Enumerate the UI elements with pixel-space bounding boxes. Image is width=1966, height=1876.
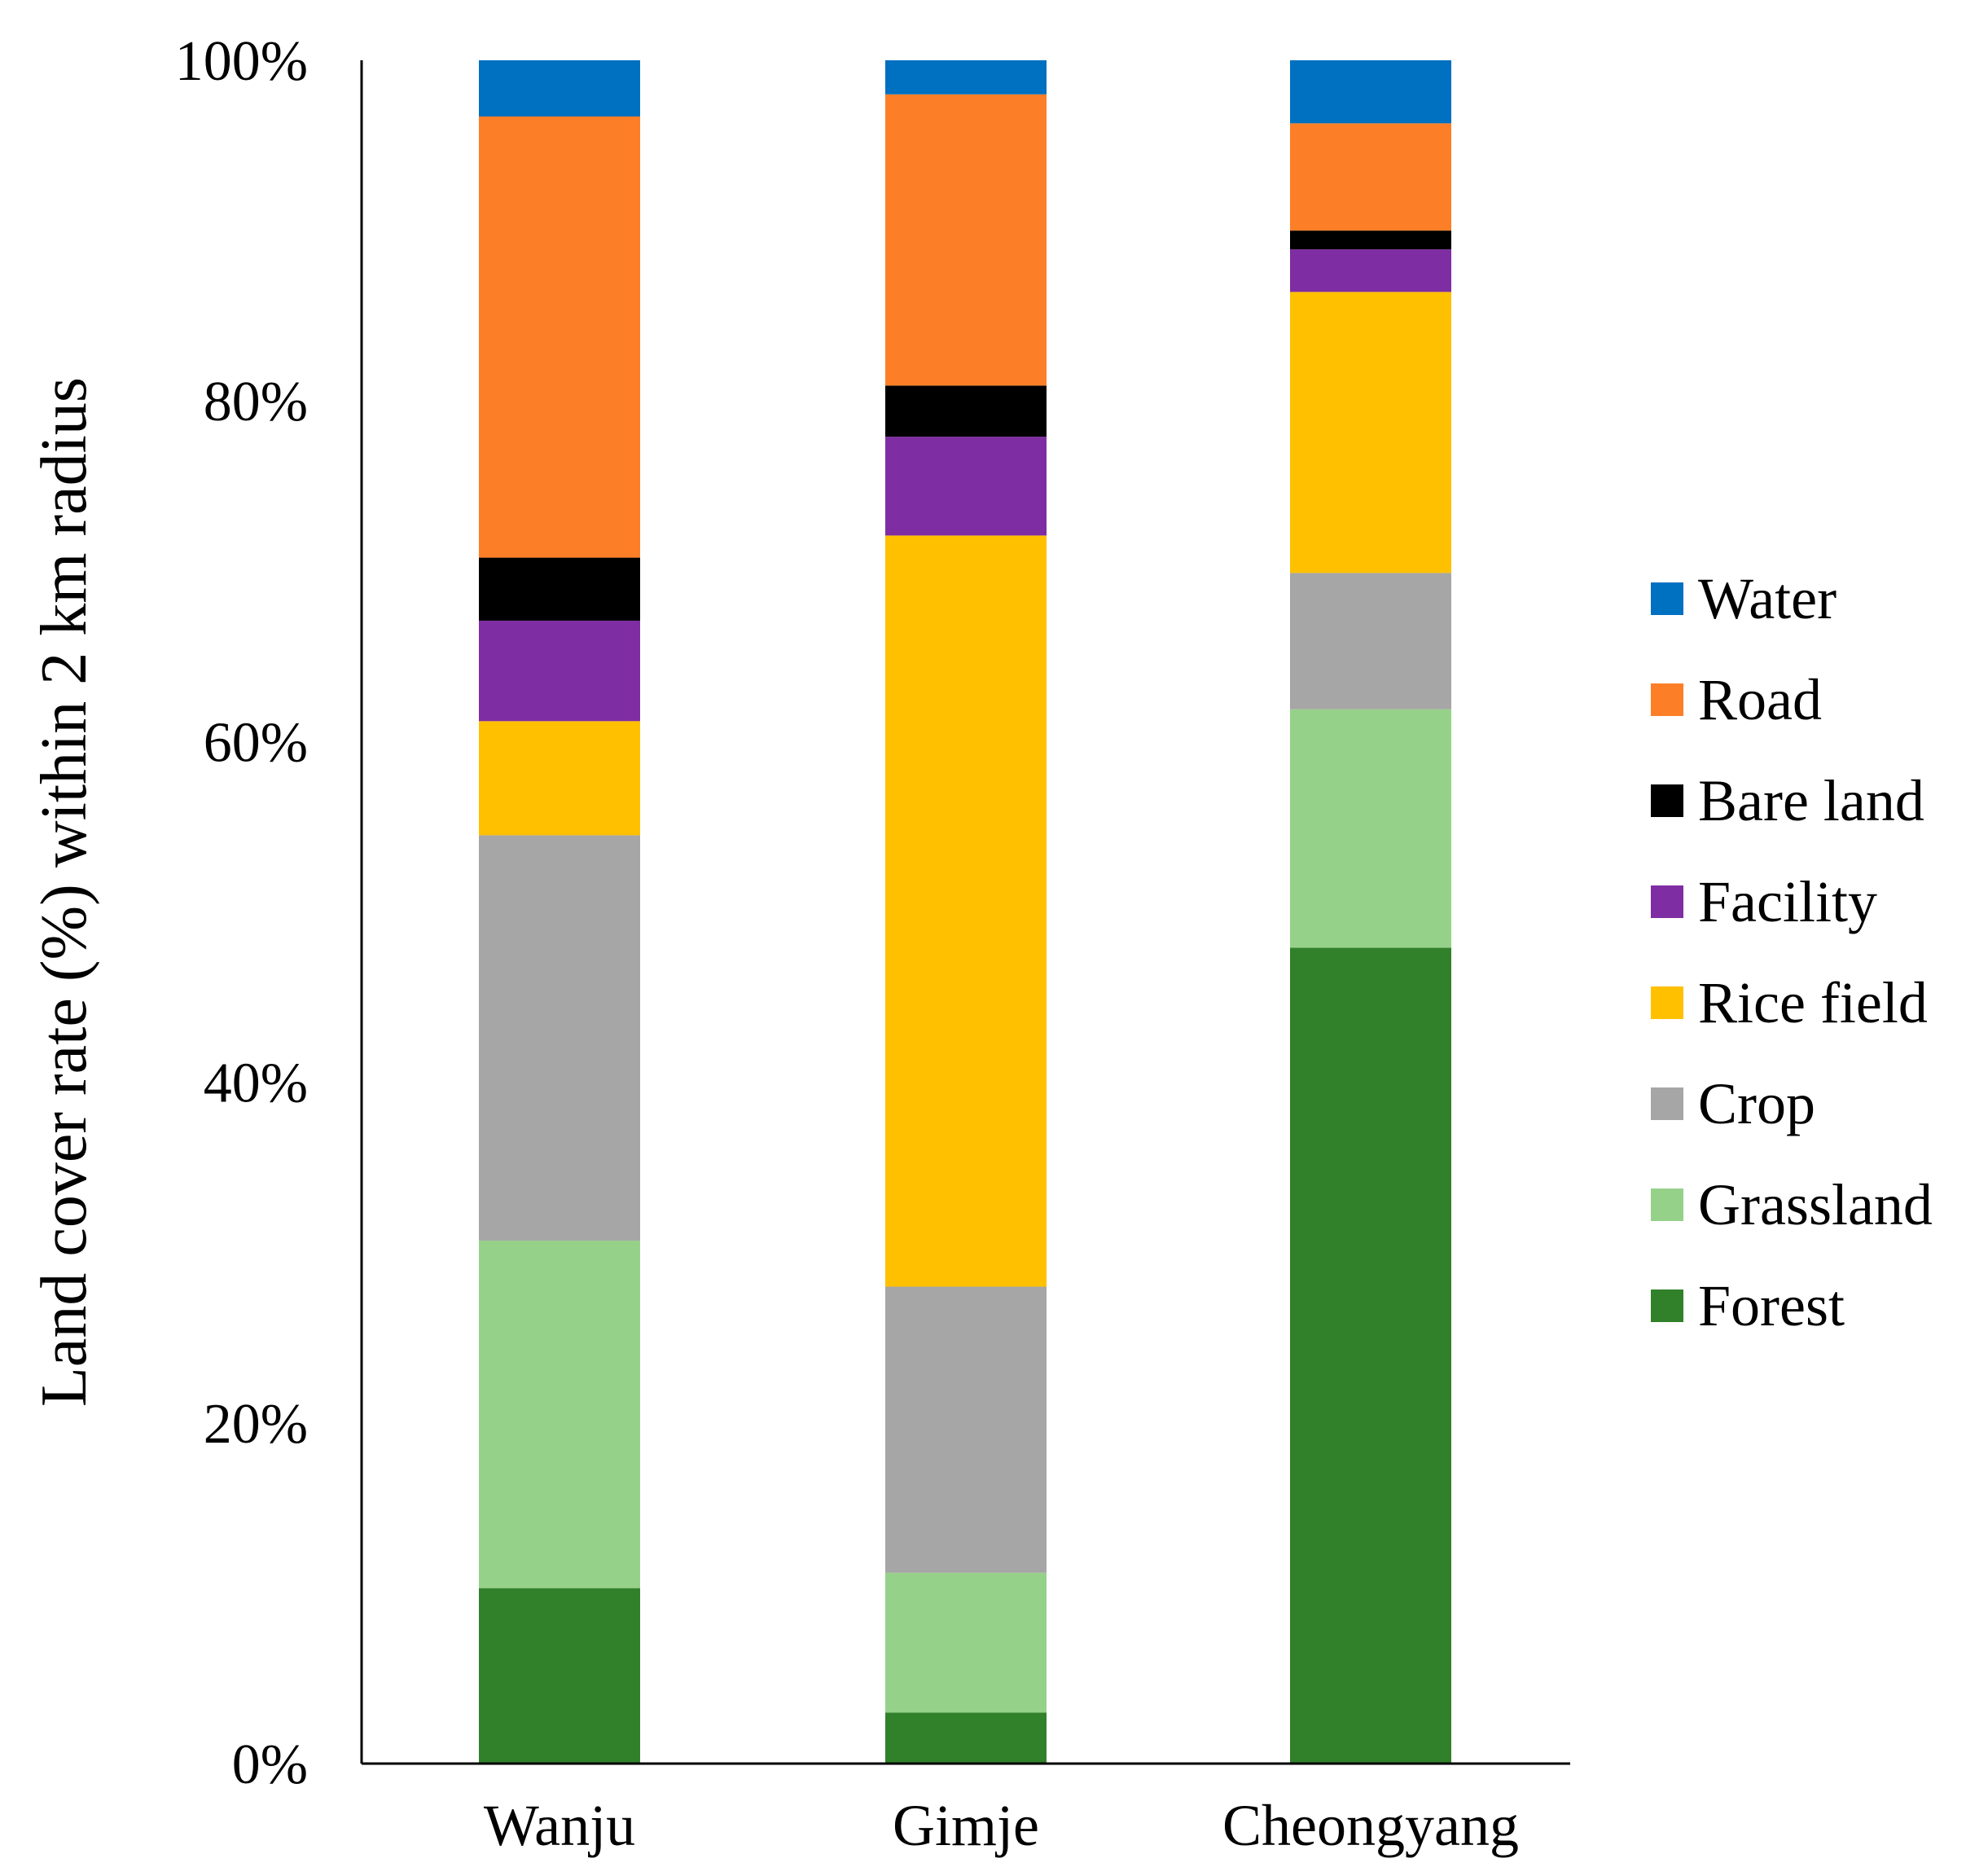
bar-segment-wanju-crop xyxy=(479,835,640,1241)
bar-segment-cheongyang-crop xyxy=(1290,573,1451,710)
bar-segment-wanju-rice-field xyxy=(479,721,640,836)
legend-swatch-rice-field xyxy=(1651,986,1683,1019)
bar-segment-gimje-road xyxy=(885,94,1047,386)
x-category-label-wanju: Wanju xyxy=(484,1793,635,1858)
bar-segment-gimje-forest xyxy=(885,1712,1047,1764)
x-category-label-cheongyang: Cheongyang xyxy=(1222,1793,1519,1858)
bar-segment-wanju-grassland xyxy=(479,1241,640,1588)
y-tick-label: 60% xyxy=(204,711,308,774)
bar-segment-wanju-facility xyxy=(479,620,640,722)
bar-segment-wanju-water xyxy=(479,60,640,117)
y-tick-label: 80% xyxy=(204,371,308,433)
bar-segment-gimje-bare-land xyxy=(885,385,1047,437)
legend-label-water: Water xyxy=(1698,566,1837,631)
bar-segment-gimje-grassland xyxy=(885,1572,1047,1713)
legend-label-crop: Crop xyxy=(1698,1071,1815,1136)
y-tick-label: 0% xyxy=(232,1733,308,1796)
bar-segment-cheongyang-rice-field xyxy=(1290,292,1451,573)
legend-swatch-forest xyxy=(1651,1289,1683,1322)
bar-segment-gimje-crop xyxy=(885,1286,1047,1573)
bar-segment-cheongyang-water xyxy=(1290,60,1451,124)
legend-swatch-bare-land xyxy=(1651,784,1683,817)
legend-swatch-facility xyxy=(1651,885,1683,918)
bar-segment-cheongyang-grassland xyxy=(1290,709,1451,948)
bar-segment-cheongyang-road xyxy=(1290,123,1451,231)
y-tick-label: 20% xyxy=(204,1393,308,1456)
bar-segment-wanju-forest xyxy=(479,1588,640,1764)
legend-swatch-road xyxy=(1651,683,1683,716)
legend-label-bare-land: Bare land xyxy=(1698,768,1924,833)
bar-segments xyxy=(479,60,1451,1764)
legend-label-road: Road xyxy=(1698,667,1822,732)
bar-segment-gimje-water xyxy=(885,60,1047,94)
legend-label-rice-field: Rice field xyxy=(1698,970,1928,1035)
y-axis-title: Land cover rate (%) within 2 km radius xyxy=(29,377,100,1407)
bar-segment-wanju-bare-land xyxy=(479,557,640,621)
bar-segment-gimje-rice-field xyxy=(885,535,1047,1287)
bar-segment-cheongyang-forest xyxy=(1290,947,1451,1764)
bar-segment-cheongyang-bare-land xyxy=(1290,231,1451,250)
legend-swatch-grassland xyxy=(1651,1188,1683,1221)
legend-label-grassland: Grassland xyxy=(1698,1172,1933,1237)
bar-segment-wanju-road xyxy=(479,116,640,558)
legend-swatch-water xyxy=(1651,582,1683,615)
y-tick-labels: 0% 20% 40% 60% 80% 100% xyxy=(175,30,308,1796)
bar-segment-cheongyang-facility xyxy=(1290,249,1451,292)
x-category-label-gimje: Gimje xyxy=(893,1793,1039,1858)
bar-segment-gimje-facility xyxy=(885,437,1047,536)
legend-swatch-crop xyxy=(1651,1087,1683,1120)
y-tick-label: 100% xyxy=(175,30,308,93)
x-category-labels: Wanju Gimje Cheongyang xyxy=(484,1793,1519,1858)
legend-label-forest: Forest xyxy=(1698,1273,1845,1338)
y-tick-label: 40% xyxy=(204,1052,308,1115)
legend: Water Road Bare land Facility Rice field Crop… xyxy=(1651,566,1933,1338)
legend-label-facility: Facility xyxy=(1698,869,1877,934)
